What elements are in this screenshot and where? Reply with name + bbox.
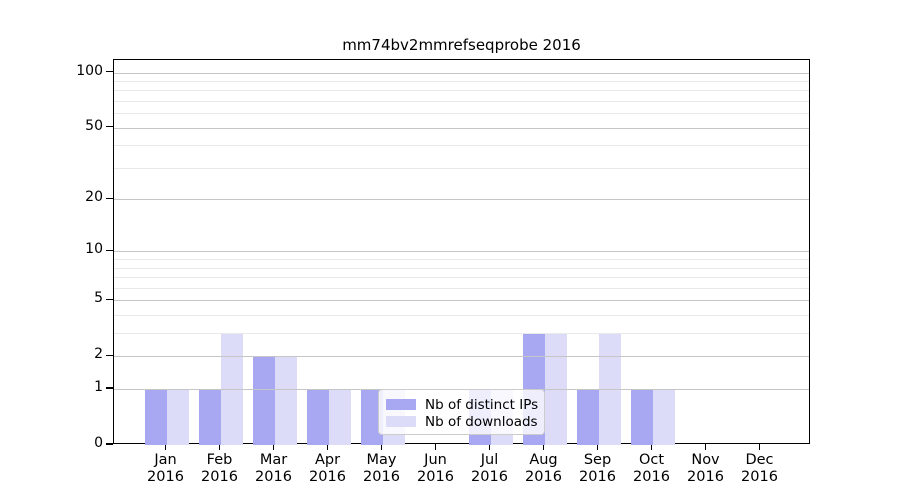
y-tick-10 (106, 249, 113, 252)
y-tick-label-50: 50 (85, 117, 103, 134)
gridline-minor-y-8 (114, 267, 809, 269)
x-tick-label-may: May 2016 (363, 452, 400, 485)
x-tick-oct (650, 444, 653, 450)
x-tick-label-jul: Jul 2016 (471, 452, 508, 485)
x-tick-feb (218, 444, 221, 450)
x-tick-label-nov: Nov 2016 (687, 452, 724, 485)
y-tick-1 (106, 387, 113, 389)
y-tick-label-100: 100 (76, 62, 103, 79)
legend-item-distinct-ips: Nb of distinct IPs (386, 396, 539, 413)
gridline-minor-y-3 (114, 333, 809, 335)
x-tick-may (380, 444, 383, 450)
x-tick-label-feb: Feb 2016 (201, 452, 238, 485)
x-tick-dec (758, 444, 761, 450)
y-tick-2 (106, 354, 113, 357)
bar-ips-apr (306, 389, 329, 445)
y-tick-label-10: 10 (85, 241, 103, 258)
y-tick-0 (106, 443, 113, 445)
x-tick-label-dec: Dec 2016 (741, 452, 778, 485)
bar-downloads-jan (166, 389, 189, 445)
bar-ips-sep (576, 389, 599, 445)
gridline-minor-y-70 (114, 100, 809, 102)
gridline-minor-y-7 (114, 277, 809, 279)
x-tick-label-jun: Jun 2016 (417, 452, 454, 485)
gridline-minor-y-6 (114, 287, 809, 289)
x-tick-label-jan: Jan 2016 (147, 452, 184, 485)
gridline-minor-y-80 (114, 90, 809, 92)
x-tick-label-sep: Sep 2016 (579, 452, 616, 485)
legend-swatch-downloads (386, 416, 416, 427)
bar-ips-jan (144, 389, 167, 445)
y-tick-50 (106, 125, 113, 128)
gridline-minor-y-90 (114, 80, 809, 82)
x-tick-jul (488, 444, 491, 450)
bar-downloads-mar (274, 356, 297, 445)
x-tick-sep (596, 444, 599, 450)
gridline-y-10 (114, 251, 809, 253)
y-tick-20 (106, 197, 113, 200)
bar-downloads-apr (328, 389, 351, 445)
legend: Nb of distinct IPs Nb of downloads (378, 389, 545, 435)
x-tick-nov (704, 444, 707, 450)
gridline-minor-y-9 (114, 259, 809, 261)
y-tick-label-2: 2 (94, 346, 103, 363)
x-tick-apr (326, 444, 329, 450)
x-tick-jan (164, 444, 167, 450)
x-tick-aug (542, 444, 545, 450)
x-tick-label-mar: Mar 2016 (255, 452, 292, 485)
gridline-minor-y-4 (114, 315, 809, 317)
bar-ips-mar (252, 356, 275, 445)
gridline-minor-y-30 (114, 167, 809, 169)
gridline-y-2 (114, 356, 809, 358)
x-tick-jun (434, 444, 437, 450)
y-tick-label-1: 1 (94, 379, 103, 396)
bar-ips-feb (198, 389, 221, 445)
gridline-minor-y-60 (114, 113, 809, 115)
legend-swatch-distinct-ips (386, 399, 416, 410)
bar-ips-may (360, 389, 383, 445)
plot-area (113, 59, 810, 445)
bar-ips-oct (630, 389, 653, 445)
y-tick-label-5: 5 (94, 290, 103, 307)
gridline-y-5 (114, 300, 809, 302)
y-tick-label-20: 20 (85, 189, 103, 206)
x-tick-label-oct: Oct 2016 (633, 452, 670, 485)
x-tick-mar (272, 444, 275, 450)
y-tick-5 (106, 298, 113, 301)
chart-title: mm74bv2mmrefseqprobe 2016 (342, 36, 581, 54)
gridline-y-100 (114, 72, 809, 74)
gridline-y-20 (114, 199, 809, 201)
x-tick-label-apr: Apr 2016 (309, 452, 346, 485)
legend-label-distinct-ips: Nb of distinct IPs (425, 396, 539, 413)
x-tick-label-aug: Aug 2016 (525, 452, 562, 485)
gridline-y-50 (114, 127, 809, 129)
legend-label-downloads: Nb of downloads (425, 413, 538, 430)
legend-item-downloads: Nb of downloads (386, 413, 538, 430)
y-tick-label-0: 0 (94, 435, 103, 451)
gridline-minor-y-40 (114, 145, 809, 147)
bar-downloads-oct (652, 389, 675, 445)
y-tick-100 (106, 70, 113, 73)
